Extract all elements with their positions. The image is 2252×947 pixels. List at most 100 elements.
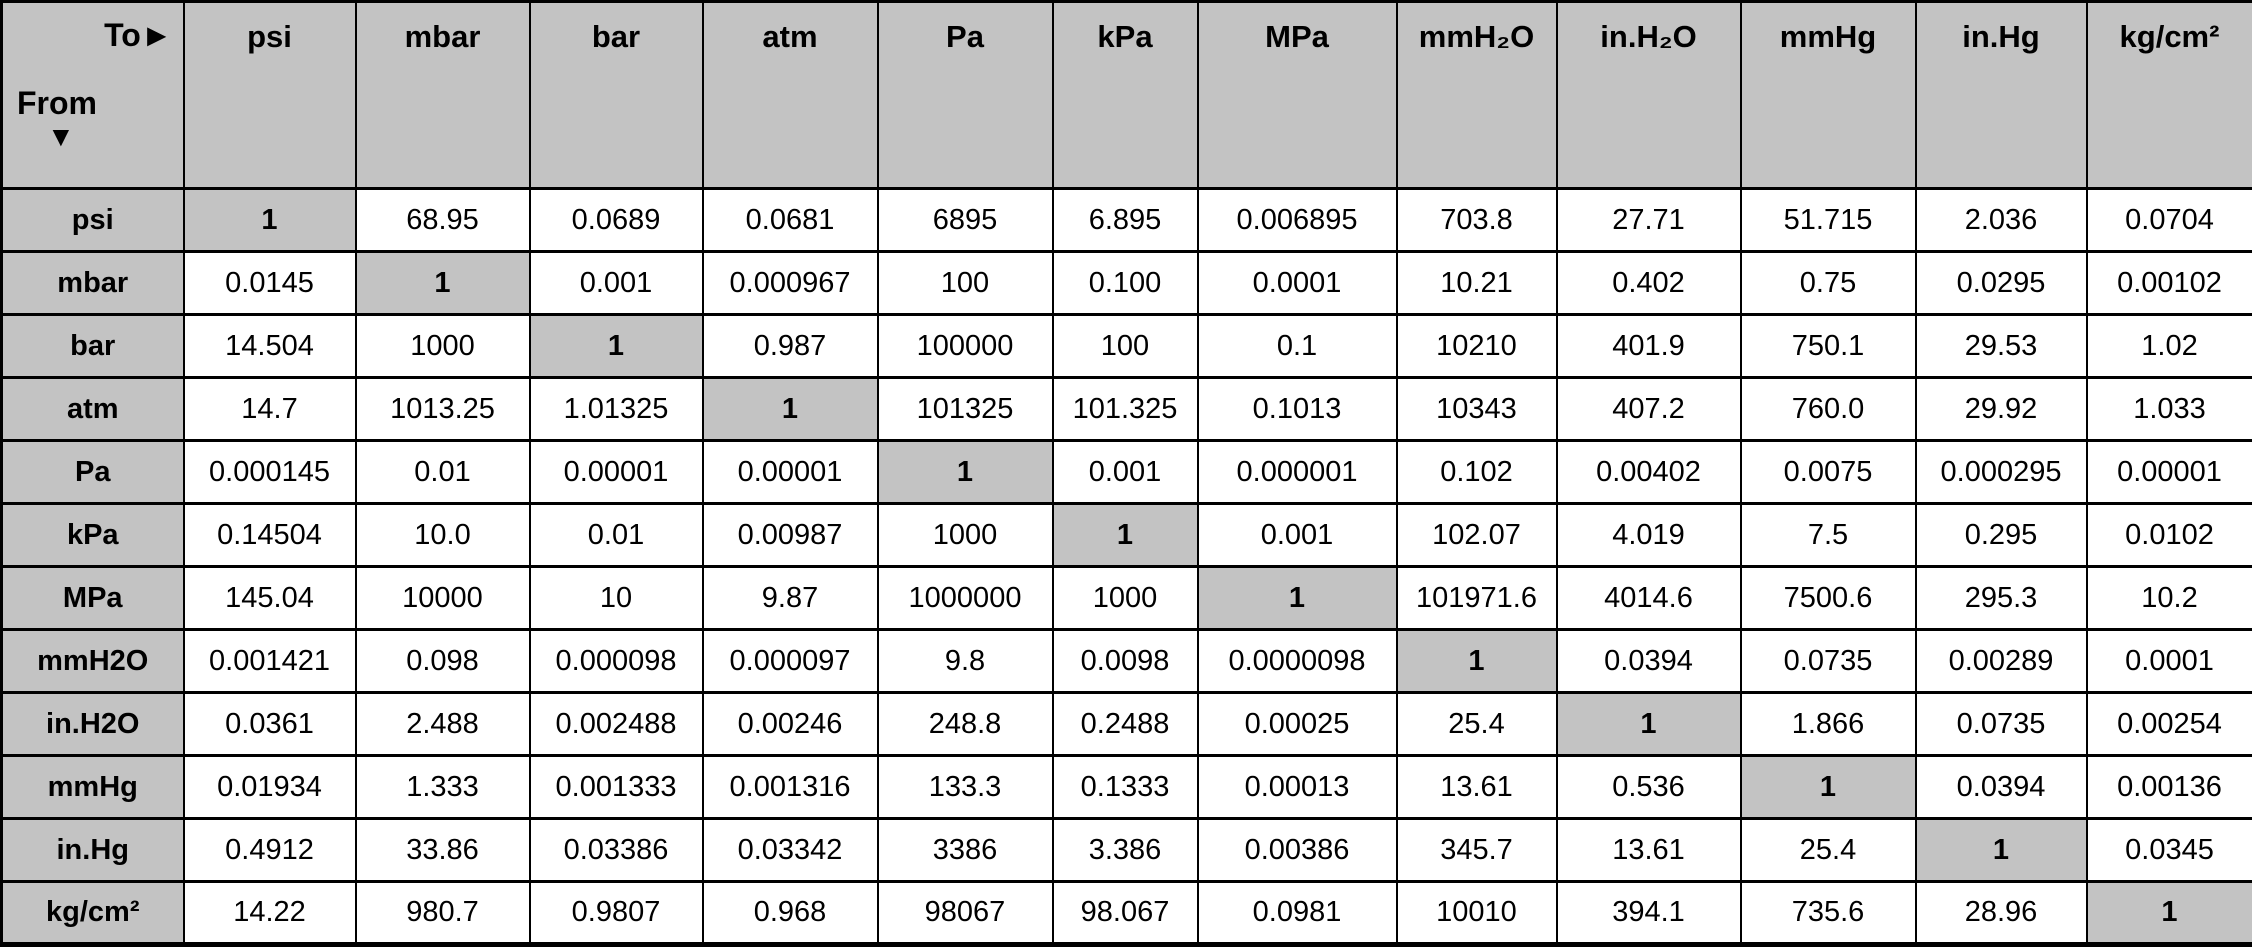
conversion-cell-in-hg-to-bar: 0.03386 xyxy=(530,819,703,882)
conversion-cell-pa-to-mmh-o: 0.102 xyxy=(1397,441,1557,504)
conversion-cell-kg-cm-to-mbar: 980.7 xyxy=(356,882,530,945)
conversion-cell-mbar-to-mmhg: 0.75 xyxy=(1741,252,1916,315)
column-header-pa: Pa xyxy=(878,2,1053,189)
conversion-cell-psi-to-kpa: 6.895 xyxy=(1053,189,1198,252)
conversion-cell-atm-to-in-h-o: 407.2 xyxy=(1557,378,1741,441)
down-arrow-icon: ▼ xyxy=(47,121,75,153)
row-label-kg-cm: kg/cm² xyxy=(2,882,184,945)
conversion-cell-mmh2o-to-atm: 0.000097 xyxy=(703,630,878,693)
conversion-cell-kpa-to-psi: 0.14504 xyxy=(184,504,356,567)
diagonal-unity-cell-bar-to-bar: 1 xyxy=(530,315,703,378)
conversion-cell-bar-to-mpa: 0.1 xyxy=(1198,315,1397,378)
conversion-cell-in-h2o-to-bar: 0.002488 xyxy=(530,693,703,756)
conversion-cell-in-hg-to-pa: 3386 xyxy=(878,819,1053,882)
conversion-cell-kg-cm-to-bar: 0.9807 xyxy=(530,882,703,945)
conversion-cell-mmh2o-to-in-h-o: 0.0394 xyxy=(1557,630,1741,693)
conversion-cell-in-h2o-to-in-hg: 0.0735 xyxy=(1916,693,2087,756)
conversion-cell-pa-to-kpa: 0.001 xyxy=(1053,441,1198,504)
diagonal-unity-cell-psi-to-psi: 1 xyxy=(184,189,356,252)
conversion-cell-pa-to-mmhg: 0.0075 xyxy=(1741,441,1916,504)
column-header-mmh-o: mmH₂O xyxy=(1397,2,1557,189)
conversion-cell-in-hg-to-psi: 0.4912 xyxy=(184,819,356,882)
conversion-cell-bar-to-pa: 100000 xyxy=(878,315,1053,378)
diagonal-unity-cell-kg-cm-to-kg-cm: 1 xyxy=(2087,882,2252,945)
conversion-cell-bar-to-in-h-o: 401.9 xyxy=(1557,315,1741,378)
conversion-cell-mmh2o-to-in-hg: 0.00289 xyxy=(1916,630,2087,693)
conversion-cell-psi-to-in-h-o: 27.71 xyxy=(1557,189,1741,252)
conversion-cell-mmhg-to-atm: 0.001316 xyxy=(703,756,878,819)
conversion-cell-mbar-to-in-hg: 0.0295 xyxy=(1916,252,2087,315)
conversion-cell-kg-cm-to-mmh-o: 10010 xyxy=(1397,882,1557,945)
row-label-mpa: MPa xyxy=(2,567,184,630)
conversion-cell-kg-cm-to-atm: 0.968 xyxy=(703,882,878,945)
conversion-cell-mbar-to-kpa: 0.100 xyxy=(1053,252,1198,315)
conversion-cell-mmhg-to-mmh-o: 13.61 xyxy=(1397,756,1557,819)
conversion-cell-pa-to-kg-cm: 0.00001 xyxy=(2087,441,2252,504)
conversion-cell-bar-to-mbar: 1000 xyxy=(356,315,530,378)
row-label-mbar: mbar xyxy=(2,252,184,315)
conversion-cell-in-h2o-to-kpa: 0.2488 xyxy=(1053,693,1198,756)
column-header-in-hg: in.Hg xyxy=(1916,2,2087,189)
conversion-cell-in-hg-to-atm: 0.03342 xyxy=(703,819,878,882)
conversion-cell-kpa-to-in-hg: 0.295 xyxy=(1916,504,2087,567)
conversion-cell-bar-to-kpa: 100 xyxy=(1053,315,1198,378)
conversion-cell-mmhg-to-bar: 0.001333 xyxy=(530,756,703,819)
conversion-cell-atm-to-psi: 14.7 xyxy=(184,378,356,441)
conversion-cell-psi-to-mpa: 0.006895 xyxy=(1198,189,1397,252)
conversion-cell-pa-to-in-hg: 0.000295 xyxy=(1916,441,2087,504)
row-label-psi: psi xyxy=(2,189,184,252)
conversion-cell-mmh2o-to-pa: 9.8 xyxy=(878,630,1053,693)
conversion-cell-mbar-to-bar: 0.001 xyxy=(530,252,703,315)
conversion-cell-atm-to-mbar: 1013.25 xyxy=(356,378,530,441)
conversion-cell-mmh2o-to-kg-cm: 0.0001 xyxy=(2087,630,2252,693)
conversion-cell-mbar-to-kg-cm: 0.00102 xyxy=(2087,252,2252,315)
conversion-cell-bar-to-kg-cm: 1.02 xyxy=(2087,315,2252,378)
conversion-cell-in-h2o-to-mmh-o: 25.4 xyxy=(1397,693,1557,756)
conversion-cell-kpa-to-bar: 0.01 xyxy=(530,504,703,567)
conversion-cell-pa-to-psi: 0.000145 xyxy=(184,441,356,504)
conversion-cell-kpa-to-pa: 1000 xyxy=(878,504,1053,567)
diagonal-unity-cell-atm-to-atm: 1 xyxy=(703,378,878,441)
conversion-cell-mpa-to-mmhg: 7500.6 xyxy=(1741,567,1916,630)
conversion-cell-in-hg-to-in-h-o: 13.61 xyxy=(1557,819,1741,882)
row-label-in-h2o: in.H2O xyxy=(2,693,184,756)
conversion-cell-kg-cm-to-in-hg: 28.96 xyxy=(1916,882,2087,945)
conversion-cell-mpa-to-kpa: 1000 xyxy=(1053,567,1198,630)
conversion-cell-mmhg-to-in-hg: 0.0394 xyxy=(1916,756,2087,819)
conversion-cell-bar-to-in-hg: 29.53 xyxy=(1916,315,2087,378)
row-label-mmh2o: mmH2O xyxy=(2,630,184,693)
conversion-cell-pa-to-in-h-o: 0.00402 xyxy=(1557,441,1741,504)
diagonal-unity-cell-pa-to-pa: 1 xyxy=(878,441,1053,504)
diagonal-unity-cell-in-hg-to-in-hg: 1 xyxy=(1916,819,2087,882)
conversion-cell-kg-cm-to-mmhg: 735.6 xyxy=(1741,882,1916,945)
conversion-cell-in-h2o-to-mpa: 0.00025 xyxy=(1198,693,1397,756)
conversion-cell-mpa-to-bar: 10 xyxy=(530,567,703,630)
conversion-cell-mmh2o-to-mbar: 0.098 xyxy=(356,630,530,693)
conversion-cell-kpa-to-mmh-o: 102.07 xyxy=(1397,504,1557,567)
conversion-cell-psi-to-pa: 6895 xyxy=(878,189,1053,252)
conversion-cell-mmhg-to-kpa: 0.1333 xyxy=(1053,756,1198,819)
conversion-cell-mmhg-to-kg-cm: 0.00136 xyxy=(2087,756,2252,819)
conversion-cell-mmhg-to-psi: 0.01934 xyxy=(184,756,356,819)
conversion-cell-in-hg-to-mmh-o: 345.7 xyxy=(1397,819,1557,882)
conversion-cell-in-hg-to-mbar: 33.86 xyxy=(356,819,530,882)
column-header-mmhg: mmHg xyxy=(1741,2,1916,189)
conversion-cell-in-h2o-to-atm: 0.00246 xyxy=(703,693,878,756)
conversion-cell-kpa-to-mmhg: 7.5 xyxy=(1741,504,1916,567)
conversion-cell-pa-to-atm: 0.00001 xyxy=(703,441,878,504)
conversion-cell-mbar-to-mmh-o: 10.21 xyxy=(1397,252,1557,315)
conversion-cell-mpa-to-in-hg: 295.3 xyxy=(1916,567,2087,630)
diagonal-unity-cell-kpa-to-kpa: 1 xyxy=(1053,504,1198,567)
conversion-cell-mmh2o-to-psi: 0.001421 xyxy=(184,630,356,693)
conversion-cell-in-h2o-to-pa: 248.8 xyxy=(878,693,1053,756)
conversion-cell-mpa-to-atm: 9.87 xyxy=(703,567,878,630)
row-label-mmhg: mmHg xyxy=(2,756,184,819)
diagonal-unity-cell-mmh2o-to-mmh-o: 1 xyxy=(1397,630,1557,693)
